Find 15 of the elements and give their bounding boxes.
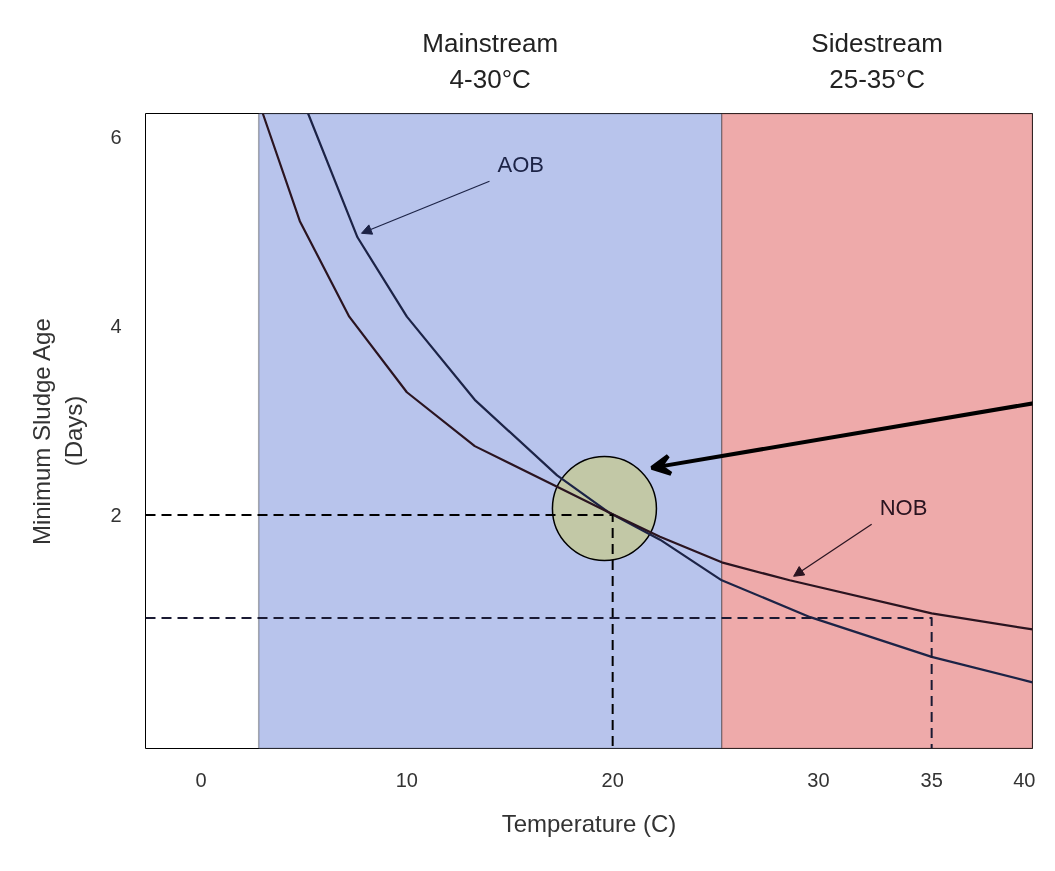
x-tick-label: 0: [195, 768, 207, 791]
x-axis-title: Temperature (C): [501, 809, 677, 837]
band-label: Sidestream 25-35°C: [811, 27, 943, 94]
text: NOB: [879, 495, 928, 521]
x-tick-label: 40: [1013, 768, 1036, 791]
y-tick-label: 6: [110, 126, 122, 149]
x-tick-label: 35: [920, 768, 943, 791]
text: AOB: [497, 152, 544, 178]
x-tick-label: 20: [601, 768, 624, 791]
y-tick-label: 4: [110, 315, 122, 338]
y-tick-label: 2: [110, 504, 122, 527]
x-tick-label: 10: [395, 768, 418, 791]
y-axis-title: Minimum Sludge Age (Days): [27, 318, 88, 546]
x-tick-label: 30: [807, 768, 830, 791]
band-label: Mainstream 4-30°C: [422, 27, 559, 94]
